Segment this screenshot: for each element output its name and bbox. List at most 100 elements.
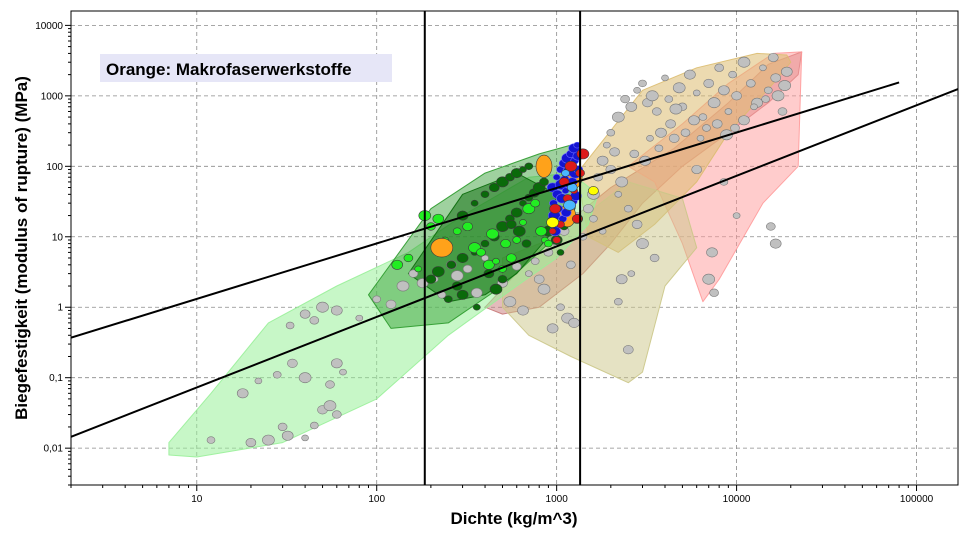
- data-point: [544, 239, 553, 248]
- data-point: [728, 70, 737, 79]
- data-point: [668, 133, 680, 143]
- data-point: [505, 219, 517, 229]
- data-point: [552, 173, 561, 181]
- axis-tick-labels: 10 100 1000 10000 100000 0,01 0,1 1 10 100 1000 100…: [35, 21, 933, 505]
- data-point: [431, 266, 445, 277]
- data-point: [761, 95, 770, 103]
- data-point: [521, 239, 532, 248]
- data-point: [481, 254, 489, 262]
- data-point: [661, 74, 669, 82]
- data-point: [771, 90, 785, 102]
- data-point: [669, 103, 683, 115]
- annotation-background: [100, 54, 392, 82]
- data-point: [537, 283, 551, 295]
- data-point: [500, 239, 511, 249]
- data-point: [615, 176, 629, 188]
- data-point: [691, 164, 703, 175]
- data-point: [488, 182, 500, 193]
- y-tick-label: 100: [46, 162, 63, 173]
- data-point: [718, 85, 730, 96]
- guide-line: [71, 88, 958, 438]
- data-point: [622, 345, 634, 355]
- data-point: [505, 253, 517, 263]
- data-point: [309, 316, 320, 325]
- data-point: [355, 314, 364, 322]
- data-point: [703, 78, 715, 88]
- data-point: [556, 249, 565, 256]
- data-point: [654, 144, 664, 153]
- data-point: [524, 162, 534, 171]
- data-point: [548, 227, 557, 235]
- axis-ticks: [65, 24, 918, 491]
- data-point: [391, 259, 404, 270]
- data-point: [299, 309, 311, 319]
- data-point: [470, 199, 479, 207]
- data-point: [730, 123, 740, 133]
- y-tick-label: 1: [57, 303, 63, 314]
- data-point: [530, 257, 540, 265]
- data-point: [665, 119, 676, 129]
- data-point: [759, 64, 767, 72]
- data-point: [503, 296, 517, 308]
- data-point: [443, 295, 453, 303]
- data-point: [625, 101, 638, 112]
- data-point: [456, 289, 469, 300]
- data-point: [680, 128, 691, 137]
- y-tick-label: 0,1: [49, 373, 63, 384]
- data-point: [497, 275, 508, 284]
- data-point: [325, 380, 335, 389]
- data-point: [408, 269, 419, 278]
- data-point: [629, 149, 640, 159]
- data-points: [206, 52, 793, 448]
- data-point: [645, 90, 659, 102]
- data-point: [611, 111, 625, 123]
- data-point: [430, 238, 454, 258]
- data-point: [522, 203, 536, 215]
- data-point: [483, 259, 495, 270]
- data-point: [596, 155, 609, 166]
- data-point: [561, 169, 570, 177]
- data-point: [588, 186, 599, 196]
- data-point: [452, 227, 462, 235]
- data-point: [731, 91, 742, 101]
- data-point: [462, 264, 473, 274]
- data-point: [549, 203, 561, 214]
- data-point: [709, 288, 719, 297]
- data-point: [714, 63, 725, 72]
- data-point: [309, 421, 319, 430]
- data-point: [566, 260, 576, 269]
- data-point: [533, 274, 545, 284]
- x-tick-label: 100000: [900, 494, 934, 505]
- data-point: [769, 238, 782, 249]
- data-point: [627, 270, 636, 277]
- data-point: [688, 115, 700, 126]
- data-point: [472, 303, 481, 311]
- guide-line: [71, 81, 900, 339]
- data-point: [446, 260, 457, 269]
- data-point: [707, 97, 721, 109]
- data-point: [636, 238, 649, 249]
- data-point: [480, 190, 490, 199]
- data-point: [287, 358, 298, 368]
- data-point: [331, 410, 342, 419]
- data-point: [564, 160, 578, 172]
- data-point: [777, 107, 788, 116]
- data-point: [750, 103, 758, 111]
- data-point: [732, 212, 741, 219]
- x-tick-label: 100: [368, 494, 385, 505]
- data-point: [330, 305, 343, 316]
- data-point: [602, 141, 611, 149]
- data-point: [633, 87, 641, 94]
- data-point: [711, 119, 723, 129]
- data-point: [615, 274, 628, 285]
- data-point: [517, 305, 529, 316]
- data-point: [696, 135, 705, 142]
- data-point: [552, 236, 562, 244]
- y-axis-label: Biegefestigkeit (modulus of rupture) (MP…: [12, 76, 31, 420]
- data-point: [236, 388, 249, 399]
- data-point: [763, 86, 773, 95]
- data-point: [450, 270, 464, 282]
- data-point: [620, 94, 630, 104]
- data-point: [510, 207, 523, 218]
- annotation: Orange: Makrofaserwerkstoffe: [100, 54, 392, 82]
